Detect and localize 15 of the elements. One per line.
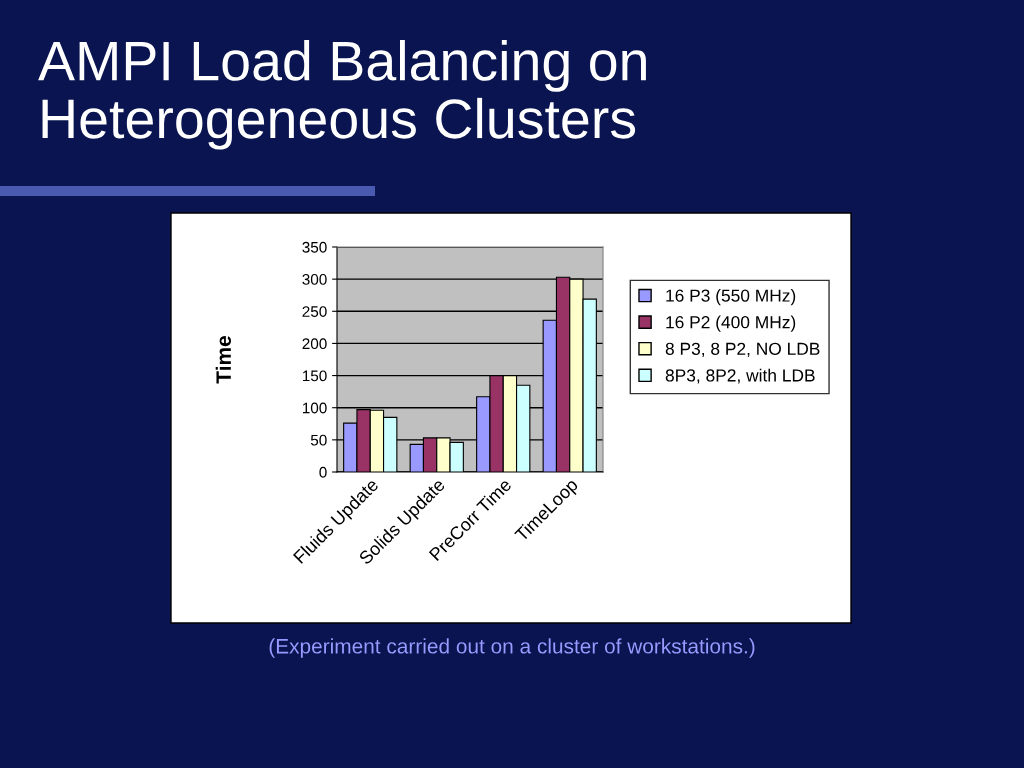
legend-label: 16 P3 (550 MHz) <box>666 289 796 306</box>
y-tick-label: 300 <box>302 274 327 285</box>
text: (Experiment carried out on a cluster of workstations.) <box>269 638 755 658</box>
legend-label: 16 P2 (400 MHz) <box>666 315 796 332</box>
y-tick-label: 250 <box>302 306 327 317</box>
y-tick-label: 350 <box>302 241 327 253</box>
chart-title: AMPI Load Balancing on Heterogeneous Clusters <box>38 40 646 150</box>
y-tick-label: 50 <box>310 434 327 446</box>
legend-label: 8 P3, 8 P2, NO LDB <box>665 342 820 358</box>
y-tick-label: 0 <box>319 466 327 478</box>
y-tick-label: 100 <box>302 402 327 414</box>
y-tick-label: 200 <box>302 338 327 350</box>
y-tick-label: 150 <box>302 370 327 382</box>
y-axis-title: Time <box>215 336 232 384</box>
legend-label: 8P3, 8P2, with LDB <box>665 368 815 384</box>
